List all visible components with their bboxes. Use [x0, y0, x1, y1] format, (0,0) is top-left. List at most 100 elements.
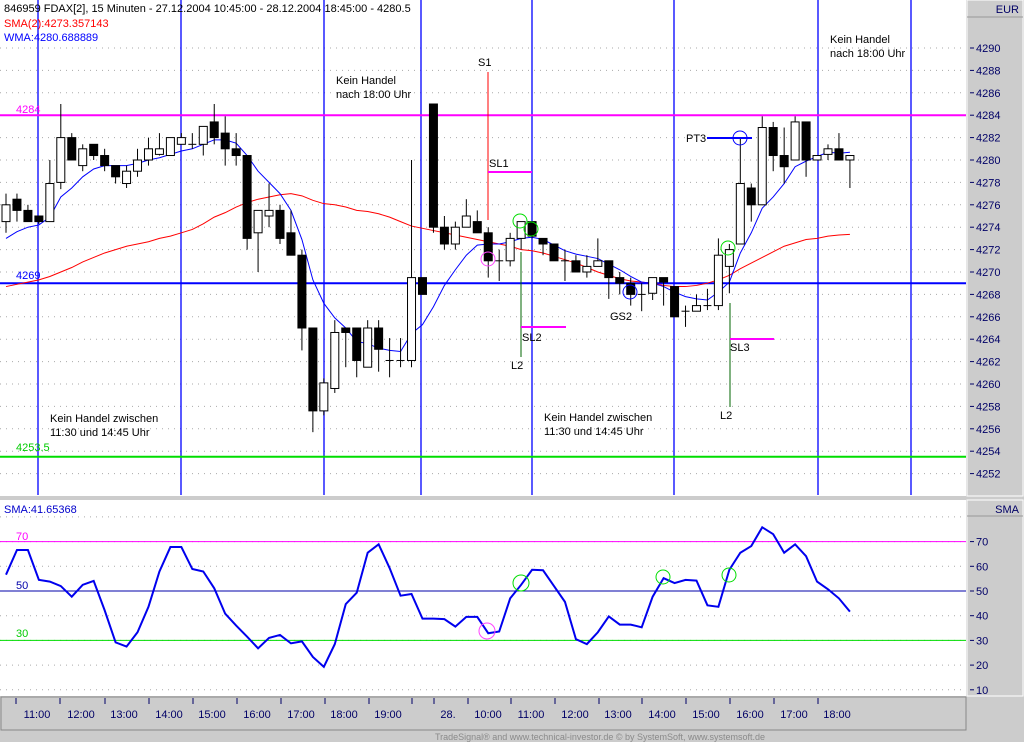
candle-body [768, 127, 778, 157]
candle [626, 277, 636, 306]
price-tick-label: 4276 [976, 200, 1000, 212]
candle [341, 327, 351, 368]
candle-body [604, 260, 614, 279]
candle-body [450, 226, 460, 245]
time-axis-panel [0, 696, 967, 731]
candle-body [801, 121, 811, 161]
candle [495, 249, 504, 281]
price-tick-label: 4282 [976, 133, 1000, 145]
candle [560, 249, 569, 281]
candle [34, 215, 44, 224]
l2-label-1: L2 [511, 360, 523, 372]
price-tick-label: 4256 [976, 424, 1000, 436]
price-panel[interactable] [0, 0, 966, 496]
candle [593, 238, 603, 267]
time-tick-label: 11:00 [24, 709, 51, 721]
candle-body [231, 148, 241, 157]
candle-body [724, 249, 734, 267]
candle-body [209, 121, 219, 139]
candle [735, 138, 745, 245]
candle-body [691, 305, 701, 312]
candle-body [823, 148, 833, 155]
candle [823, 144, 833, 160]
candle-body [516, 221, 526, 239]
candle-body [757, 127, 767, 206]
candle-body [505, 237, 515, 262]
candle [297, 249, 307, 351]
signal-circle-short [480, 251, 496, 267]
osc-level-30: 30 [16, 628, 28, 640]
candle [604, 260, 614, 299]
candle [78, 144, 88, 172]
time-tick-label: 10:00 [474, 709, 502, 721]
candle-body [571, 260, 581, 273]
candle-body [439, 226, 449, 245]
candle-body [308, 327, 318, 412]
candle-body [220, 132, 230, 150]
candle-body [330, 331, 340, 389]
price-tick-label: 4290 [976, 43, 1000, 55]
note-no-trade-evening-1b: Kein Handel [830, 34, 890, 46]
osc-level-70: 70 [16, 531, 28, 543]
candle-body [176, 137, 186, 145]
candle-body [659, 277, 669, 283]
price-tick-label: 4288 [976, 65, 1000, 77]
price-axis-unit: EUR [996, 4, 1019, 16]
candle-body [593, 260, 603, 267]
signal-circle-gs2 [622, 284, 638, 300]
candle [286, 210, 296, 256]
l2-label-2: L2 [720, 410, 732, 422]
candle [505, 232, 515, 267]
note-no-trade-evening-2b: nach 18:00 Uhr [830, 48, 906, 60]
level-label-4284: 4284 [16, 104, 40, 116]
level-label-4269: 4269 [16, 270, 40, 282]
sma-legend: SMA(2):4273.357143 [4, 18, 109, 30]
note-no-trade-midday-2: 11:30 und 14:45 Uhr [50, 427, 150, 439]
candle-body [264, 209, 274, 217]
candle-body [461, 215, 471, 228]
osc-tick-label: 10 [976, 685, 988, 697]
candle-body [45, 183, 55, 223]
candle [757, 116, 767, 206]
osc-level-50: 50 [16, 580, 28, 592]
candle-body [297, 254, 307, 329]
candle [242, 155, 252, 250]
wma-line [5, 139, 850, 353]
candle [1, 193, 11, 233]
candle [582, 255, 592, 278]
candle [275, 204, 285, 244]
signal-circle-long [523, 221, 539, 237]
candle [670, 286, 680, 318]
candle [615, 272, 625, 295]
candle-body [670, 286, 680, 318]
price-tick-label: 4260 [976, 379, 1000, 391]
candle [790, 116, 800, 161]
oscillator-axis-panel [966, 499, 1024, 697]
candle-body [746, 187, 756, 206]
osc-tick-label: 70 [976, 537, 988, 549]
candle [319, 378, 329, 416]
candle [253, 209, 263, 272]
candle [648, 277, 658, 300]
price-tick-label: 4286 [976, 88, 1000, 100]
osc-tick-label: 40 [976, 611, 988, 623]
candle-body [111, 165, 121, 178]
candle-body [626, 282, 636, 295]
candle [746, 183, 756, 222]
candle-body [615, 277, 625, 284]
gs2-label: GS2 [610, 311, 632, 323]
candle [417, 277, 427, 295]
candle [133, 148, 143, 177]
price-tick-label: 4262 [976, 357, 1000, 369]
note-no-trade-midday-1b: Kein Handel zwischen [544, 412, 652, 424]
candle-body [89, 143, 99, 157]
time-tick-label: 14:00 [155, 709, 183, 721]
candle-body [549, 243, 559, 262]
candle-body [67, 137, 77, 161]
candle [681, 305, 690, 327]
oscillator-panel[interactable] [0, 500, 966, 696]
s1-label: S1 [478, 57, 491, 69]
time-tick-label: 12:00 [561, 709, 589, 721]
sl2-label: SL2 [522, 332, 542, 344]
